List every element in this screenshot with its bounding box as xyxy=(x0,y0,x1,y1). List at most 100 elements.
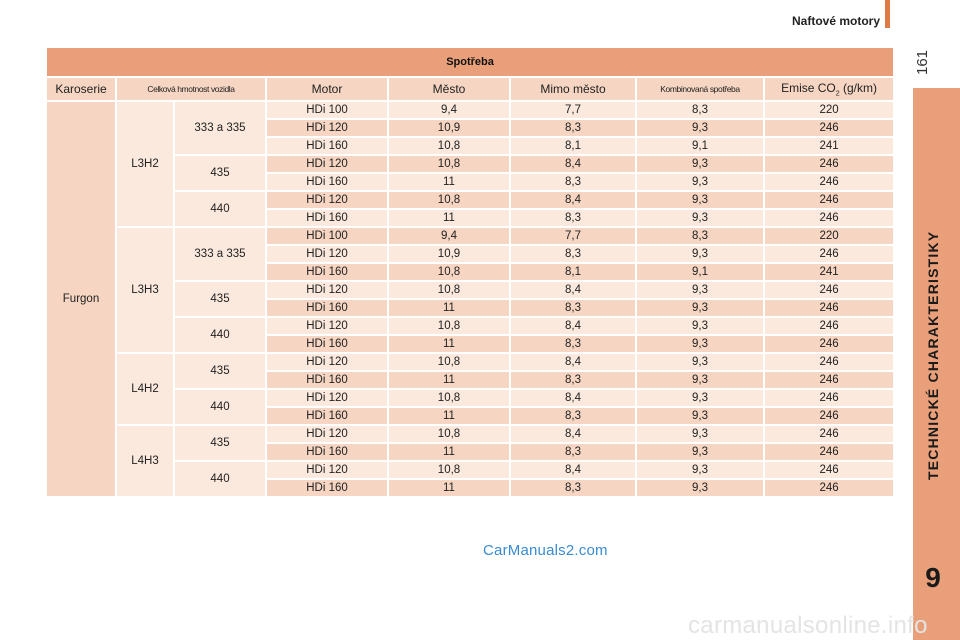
city-cell: 11 xyxy=(387,172,511,192)
mass-cell: 333 a 335 xyxy=(173,100,267,156)
col-emise: Emise CO2 (g/km) xyxy=(762,76,896,102)
table-header-row: Karoserie Celková hmotnost vozidla Motor Mě… xyxy=(45,76,896,102)
co2-cell: 220 xyxy=(762,226,896,246)
combined-cell: 8,3 xyxy=(635,100,765,120)
engine-cell: HDi 120 xyxy=(265,460,389,480)
engine-cell: HDi 160 xyxy=(265,370,389,390)
city-cell: 10,8 xyxy=(387,154,511,174)
combined-cell: 9,3 xyxy=(635,298,765,318)
engine-cell: HDi 120 xyxy=(265,280,389,300)
engine-cell: HDi 100 xyxy=(265,100,389,120)
engine-cell: HDi 160 xyxy=(265,334,389,354)
combined-cell: 9,3 xyxy=(635,352,765,372)
table-row: 440 HDi 120 10,8 8,4 9,3 246 xyxy=(46,190,896,228)
extra-urban-cell: 8,4 xyxy=(509,316,637,336)
co2-cell: 220 xyxy=(762,100,896,120)
extra-urban-cell: 8,3 xyxy=(509,172,637,192)
engine-cell: HDi 160 xyxy=(265,298,389,318)
extra-urban-cell: 8,1 xyxy=(509,262,637,282)
engine-cell: HDi 120 xyxy=(265,316,389,336)
chapter-tab xyxy=(913,88,960,640)
table-row: HDi 160 11 8,3 9,3 246 xyxy=(46,208,896,228)
extra-urban-cell: 8,4 xyxy=(509,154,637,174)
extra-urban-cell: 8,4 xyxy=(509,280,637,300)
table-row: HDi 160 11 8,3 9,3 246 xyxy=(46,478,896,498)
co2-cell: 246 xyxy=(762,460,896,480)
variant-cell: L3H2 xyxy=(115,100,175,228)
engine-cell: HDi 100 xyxy=(265,226,389,246)
city-cell: 10,9 xyxy=(387,118,511,138)
combined-cell: 9,3 xyxy=(635,424,765,444)
col-motor: Motor xyxy=(265,76,389,102)
mass-cell: 440 xyxy=(173,460,267,498)
co2-cell: 246 xyxy=(762,208,896,228)
variant-cell: L3H3 xyxy=(115,226,175,354)
co2-cell: 246 xyxy=(762,406,896,426)
city-cell: 10,8 xyxy=(387,136,511,156)
combined-cell: 9,3 xyxy=(635,154,765,174)
city-cell: 10,8 xyxy=(387,280,511,300)
city-cell: 11 xyxy=(387,370,511,390)
site-watermark: CarManuals2.com xyxy=(483,542,608,559)
extra-urban-cell: 8,3 xyxy=(509,370,637,390)
col-karoserie: Karoserie xyxy=(45,76,117,102)
co2-cell: 246 xyxy=(762,424,896,444)
co2-cell: 246 xyxy=(762,316,896,336)
city-cell: 10,8 xyxy=(387,388,511,408)
city-cell: 11 xyxy=(387,406,511,426)
city-cell: 10,9 xyxy=(387,244,511,264)
table-row: 435 HDi 120 10,8 8,4 9,3 246 xyxy=(46,280,896,318)
co2-cell: 246 xyxy=(762,352,896,372)
table-row: 440 HDi 120 10,8 8,4 9,3 246 xyxy=(46,388,896,426)
city-cell: 10,8 xyxy=(387,316,511,336)
mass-cell: 435 xyxy=(173,424,267,462)
combined-cell: 9,3 xyxy=(635,388,765,408)
page-number: 161 xyxy=(914,49,931,75)
table-row: HDi 160 11 8,3 9,3 246 xyxy=(46,298,896,318)
co2-cell: 246 xyxy=(762,334,896,354)
mass-cell: 435 xyxy=(173,352,267,390)
engine-cell: HDi 120 xyxy=(265,244,389,264)
city-cell: 10,8 xyxy=(387,460,511,480)
co2-cell: 246 xyxy=(762,442,896,462)
col-mimo-mesto: Mimo město xyxy=(509,76,637,102)
engine-cell: HDi 120 xyxy=(265,190,389,210)
co2-cell: 246 xyxy=(762,280,896,300)
mass-cell: 440 xyxy=(173,388,267,426)
col-kombinovana: Kombinovaná spotřeba xyxy=(635,76,765,102)
combined-cell: 9,3 xyxy=(635,442,765,462)
variant-cell: L4H2 xyxy=(115,352,175,426)
extra-urban-cell: 8,3 xyxy=(509,298,637,318)
table-row: HDi 160 10,8 8,1 9,1 241 xyxy=(46,136,896,156)
table-row: 440 HDi 120 10,8 8,4 9,3 246 xyxy=(46,460,896,498)
variant-cell: L4H3 xyxy=(115,424,175,498)
table-row: HDi 160 11 8,3 9,3 246 xyxy=(46,406,896,426)
combined-cell: 9,3 xyxy=(635,190,765,210)
extra-urban-cell: 8,4 xyxy=(509,460,637,480)
combined-cell: 9,3 xyxy=(635,478,765,498)
col-mesto: Město xyxy=(387,76,511,102)
co2-cell: 246 xyxy=(762,298,896,318)
table-row: 435 HDi 120 10,8 8,4 9,3 246 xyxy=(46,154,896,192)
combined-cell: 8,3 xyxy=(635,226,765,246)
table-body: Furgon L3H2 333 a 335 HDi 100 9,4 7,7 8,3 220 HD… xyxy=(45,100,896,498)
engine-cell: HDi 160 xyxy=(265,478,389,498)
chapter-number: 9 xyxy=(925,562,941,593)
co2-cell: 241 xyxy=(762,136,896,156)
mass-cell: 435 xyxy=(173,154,267,192)
co2-cell: 246 xyxy=(762,478,896,498)
engine-cell: HDi 160 xyxy=(265,172,389,192)
combined-cell: 9,3 xyxy=(635,316,765,336)
city-cell: 11 xyxy=(387,478,511,498)
extra-urban-cell: 8,4 xyxy=(509,190,637,210)
engine-cell: HDi 160 xyxy=(265,262,389,282)
engine-cell: HDi 160 xyxy=(265,208,389,228)
table-row: L4H3 435 HDi 120 10,8 8,4 9,3 246 xyxy=(46,424,896,498)
combined-cell: 9,3 xyxy=(635,280,765,300)
chapter-label: TECHNICKÉ CHARAKTERISTIKY xyxy=(925,230,941,480)
col-emise-label: Emise CO xyxy=(781,80,836,95)
combined-cell: 9,3 xyxy=(635,208,765,228)
city-cell: 9,4 xyxy=(387,226,511,246)
table-row: HDi 160 11 8,3 9,3 246 xyxy=(46,334,896,354)
city-cell: 11 xyxy=(387,334,511,354)
